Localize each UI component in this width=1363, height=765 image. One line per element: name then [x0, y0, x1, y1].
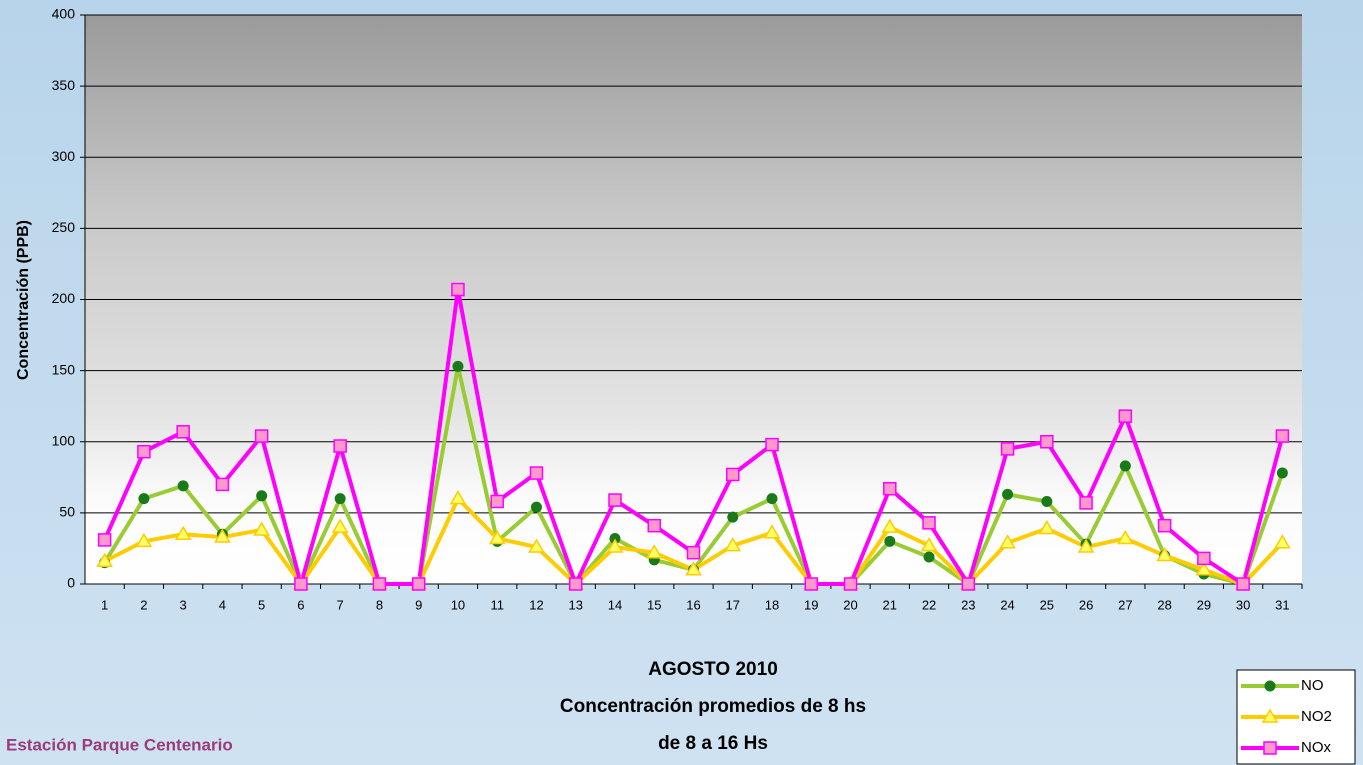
y-tick-label: 300	[52, 148, 76, 164]
x-tick-label: 16	[686, 597, 700, 612]
x-tick-label: 23	[961, 597, 975, 612]
marker	[334, 440, 346, 452]
x-tick-label: 25	[1040, 597, 1054, 612]
y-tick-label: 150	[52, 361, 76, 377]
marker	[1198, 552, 1210, 564]
x-tick-label: 8	[376, 597, 383, 612]
marker	[1041, 436, 1053, 448]
marker	[885, 536, 895, 546]
x-tick-label: 26	[1079, 597, 1093, 612]
marker	[923, 517, 935, 529]
x-tick-label: 28	[1157, 597, 1171, 612]
x-tick-label: 24	[1000, 597, 1014, 612]
marker	[845, 578, 857, 590]
x-tick-label: 4	[219, 597, 226, 612]
marker	[962, 578, 974, 590]
marker	[1119, 410, 1131, 422]
chart: Concentración (PPB) AGOSTO 2010 Concentr…	[0, 0, 1363, 765]
x-tick-label: 2	[140, 597, 147, 612]
x-tick-label: 15	[647, 597, 661, 612]
marker	[531, 502, 541, 512]
marker	[177, 426, 189, 438]
marker	[570, 578, 582, 590]
station-note: Estación Parque Centenario	[6, 735, 233, 754]
marker	[413, 578, 425, 590]
x-tick-label: 10	[451, 597, 465, 612]
x-tick-label: 20	[843, 597, 857, 612]
x-tick-label: 17	[726, 597, 740, 612]
x-tick-label: 19	[804, 597, 818, 612]
x-tick-label: 11	[490, 597, 504, 612]
marker	[99, 534, 111, 546]
x-tick-label: 29	[1197, 597, 1211, 612]
legend-label: NOx	[1301, 739, 1332, 756]
marker	[884, 483, 896, 495]
marker	[1042, 496, 1052, 506]
marker	[1264, 742, 1276, 754]
marker	[491, 495, 503, 507]
marker	[257, 491, 267, 501]
marker	[178, 481, 188, 491]
marker	[138, 446, 150, 458]
x-tick-label: 27	[1118, 597, 1132, 612]
x-tick-label: 6	[297, 597, 304, 612]
marker	[924, 552, 934, 562]
marker	[766, 439, 778, 451]
x-tick-label: 13	[568, 597, 582, 612]
marker	[139, 494, 149, 504]
marker	[767, 494, 777, 504]
y-axis-label: Concentración (PPB)	[15, 220, 32, 380]
legend-label: NO	[1301, 677, 1324, 694]
y-tick-label: 400	[52, 6, 76, 22]
marker	[216, 478, 228, 490]
marker	[609, 494, 621, 506]
y-tick-label: 350	[52, 77, 76, 93]
marker	[1265, 681, 1275, 691]
legend-label: NO2	[1301, 708, 1332, 725]
marker	[295, 578, 307, 590]
marker	[373, 578, 385, 590]
marker	[1237, 578, 1249, 590]
x-tick-label: 22	[922, 597, 936, 612]
marker	[805, 578, 817, 590]
x-tick-label: 14	[608, 597, 622, 612]
marker	[728, 512, 738, 522]
marker	[688, 547, 700, 559]
marker	[648, 520, 660, 532]
marker	[1080, 497, 1092, 509]
marker	[727, 468, 739, 480]
marker	[453, 361, 463, 371]
y-tick-label: 0	[67, 575, 75, 591]
marker	[256, 430, 268, 442]
x-tick-label: 7	[337, 597, 344, 612]
chart-title: AGOSTO 2010	[648, 659, 778, 680]
x-tick-label: 18	[765, 597, 779, 612]
marker	[1277, 468, 1287, 478]
y-tick-label: 50	[59, 504, 75, 520]
y-tick-label: 250	[52, 219, 76, 235]
y-tick-label: 200	[52, 290, 76, 306]
y-tick-label: 100	[52, 432, 76, 448]
chart-subtitle: de 8 a 16 Hs	[658, 733, 768, 754]
marker	[1003, 489, 1013, 499]
marker	[1276, 430, 1288, 442]
marker	[1002, 443, 1014, 455]
chart-subtitle: Concentración promedios de 8 hs	[560, 696, 866, 717]
marker	[452, 284, 464, 296]
marker	[335, 494, 345, 504]
x-tick-label: 31	[1275, 597, 1289, 612]
x-tick-label: 3	[180, 597, 187, 612]
x-tick-label: 30	[1236, 597, 1250, 612]
marker	[1120, 461, 1130, 471]
marker	[530, 467, 542, 479]
x-tick-label: 9	[415, 597, 422, 612]
marker	[1159, 520, 1171, 532]
x-tick-label: 21	[883, 597, 897, 612]
x-tick-label: 1	[101, 597, 108, 612]
x-tick-label: 12	[529, 597, 543, 612]
x-tick-label: 5	[258, 597, 265, 612]
